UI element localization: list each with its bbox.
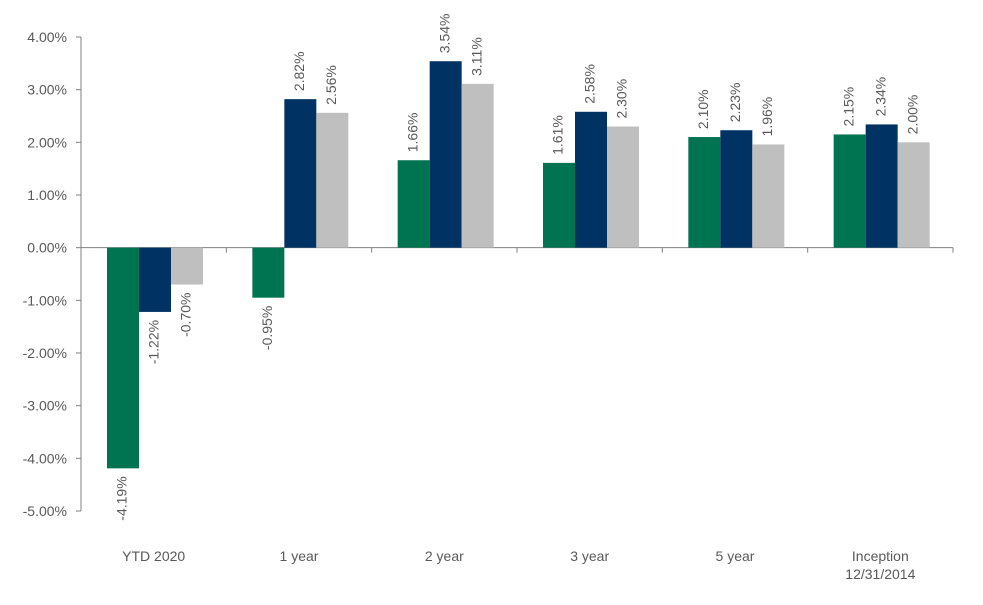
bar: [316, 112, 349, 248]
x-category-label: YTD 2020: [122, 548, 185, 564]
data-label: -0.95%: [259, 306, 275, 350]
bar: [688, 137, 721, 248]
bar: [429, 61, 462, 248]
bar: [865, 124, 898, 248]
data-label: 2.34%: [872, 77, 888, 117]
data-label: 2.23%: [727, 83, 743, 123]
bar: [252, 247, 285, 298]
data-label: 2.15%: [840, 87, 856, 127]
x-category-label: Inception: [852, 548, 909, 564]
data-labels: -4.19% -0.95% 1.66% 1.61% 2.10% 2.15% -1.22% 2.…: [114, 14, 921, 521]
bar: [171, 247, 203, 285]
bar: [607, 126, 639, 248]
bar: [543, 162, 575, 248]
data-label: -4.19%: [114, 476, 130, 520]
x-category-label: 12/31/2014: [845, 566, 915, 582]
data-label: 3.54%: [436, 14, 452, 54]
data-label: 2.30%: [614, 79, 630, 119]
bar: [461, 83, 494, 248]
data-label: 1.61%: [550, 115, 566, 155]
bar: [720, 130, 753, 248]
y-tick-label: 1.00%: [27, 187, 67, 203]
x-axis: [80, 247, 954, 253]
bar: [107, 247, 139, 469]
y-tick-label: -2.00%: [23, 345, 67, 361]
x-category-label: 1 year: [280, 548, 319, 564]
data-label: 2.10%: [695, 89, 711, 129]
data-label: 3.11%: [468, 37, 484, 76]
data-label: 2.58%: [582, 64, 598, 104]
data-label: 2.82%: [291, 51, 307, 91]
y-axis: 4.00% 3.00% 2.00% 1.00% 0.00% -1.00% -2.00% -3.…: [23, 29, 82, 519]
y-tick-label: 2.00%: [27, 134, 67, 150]
y-tick-label: -3.00%: [23, 398, 67, 414]
data-label: -1.22%: [146, 320, 162, 364]
bars: [107, 61, 930, 469]
x-category-label: 5 year: [716, 548, 755, 564]
x-category-label: 2 year: [425, 548, 464, 564]
bar: [833, 134, 866, 248]
x-category-label: 3 year: [570, 548, 609, 564]
bar: [897, 142, 930, 248]
bar: [139, 247, 171, 312]
y-tick-label: 3.00%: [27, 82, 67, 98]
data-label: 2.00%: [904, 95, 920, 135]
bar: [397, 160, 430, 248]
y-tick-label: 4.00%: [27, 29, 67, 45]
y-tick-label: -4.00%: [23, 450, 67, 466]
data-label: 1.96%: [759, 97, 775, 137]
data-label: -0.70%: [178, 293, 194, 337]
y-tick-label: -5.00%: [23, 503, 67, 519]
bar: [575, 111, 607, 248]
y-tick-label: 0.00%: [27, 240, 67, 256]
category-labels: YTD 2020 1 year 2 year 3 year 5 year Inceptio…: [122, 548, 915, 582]
bar: [284, 99, 317, 248]
y-tick-label: -1.00%: [23, 292, 67, 308]
bar: [752, 144, 785, 248]
data-label: 1.66%: [404, 113, 420, 153]
data-label: 2.56%: [323, 65, 339, 105]
